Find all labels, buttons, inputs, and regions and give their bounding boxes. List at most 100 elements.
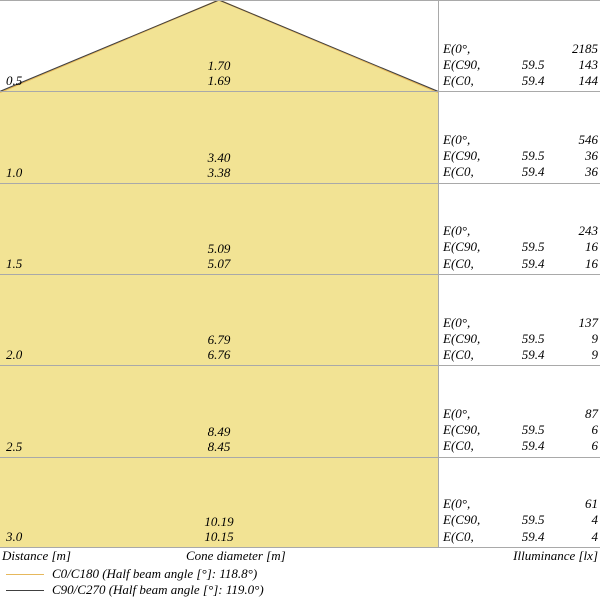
illum-line: E(C0,59.4144 (443, 73, 598, 89)
illum-name: E(C90, (443, 239, 495, 255)
illum-angle: 59.5 (509, 148, 545, 164)
cone-row: 1.03.403.38 (0, 91, 438, 182)
cone-diameter-pair: 3.403.38 (0, 151, 438, 181)
cone-row: 1.55.095.07 (0, 183, 438, 274)
illum-line: E(C0,59.416 (443, 256, 598, 272)
cone-c90: 5.09 (0, 242, 438, 257)
illum-row: E(0°, 546 E(C90, 59.5 36 E(C0, 59.4 36 (438, 91, 600, 182)
illum-name: E(C0, (443, 347, 495, 363)
cone-row: 3.010.1910.15 (0, 457, 438, 548)
cone-c0: 10.15 (0, 530, 438, 545)
cone-diameter-pair: 1.701.69 (0, 59, 438, 89)
illum-name: E(C90, (443, 512, 495, 528)
illum-value: 61 (558, 496, 598, 512)
chart-area: 0.51.701.691.03.403.381.55.095.072.06.79… (0, 0, 600, 548)
illum-angle (509, 496, 545, 512)
cone-c90: 10.19 (0, 515, 438, 530)
illum-value: 546 (558, 132, 598, 148)
illum-line: E(C0,59.44 (443, 529, 598, 545)
illum-line: E(0°, 61 (443, 496, 598, 512)
cone-diameter-pair: 5.095.07 (0, 242, 438, 272)
illum-angle: 59.5 (509, 422, 545, 438)
illum-line: E(C90, 59.5 36 (443, 148, 598, 164)
cone-c90: 3.40 (0, 151, 438, 166)
illum-name: E(C90, (443, 331, 495, 347)
illum-value: 243 (558, 223, 598, 239)
sheet: 0.51.701.691.03.403.381.55.095.072.06.79… (0, 0, 600, 600)
illum-name: E(C90, (443, 57, 495, 73)
illum-name: E(0°, (443, 132, 495, 148)
illum-value: 2185 (558, 41, 598, 57)
legend-item-c0: C0/C180 (Half beam angle [°]: 118.8°) (0, 566, 600, 582)
illum-name: E(0°, (443, 41, 495, 57)
illum-value: 137 (558, 315, 598, 331)
illum-values: E(0°, 243 E(C90, 59.5 16E(C0,59.416 (443, 223, 598, 272)
illum-line: E(C0, 59.4 9 (443, 347, 598, 363)
illum-row: E(0°, 137 E(C90, 59.5 9 E(C0, 59.4 9 (438, 274, 600, 365)
illum-angle (509, 406, 545, 422)
cone-c0: 6.76 (0, 348, 438, 363)
illum-angle: 59.4 (509, 347, 545, 363)
illum-name: E(0°, (443, 315, 495, 331)
illum-values: E(0°, 61E(C90, 59.5 4E(C0, 59.4 4 (443, 496, 598, 545)
axis-labels: Distance [m] Cone diameter [m] Illuminan… (0, 548, 600, 566)
illum-line: E(0°, 2185 (443, 41, 598, 57)
cone-c0: 3.38 (0, 166, 438, 181)
illum-line: E(C90, 59.5 143 (443, 57, 598, 73)
illum-angle: 59.5 (509, 512, 545, 528)
cone-row: 0.51.701.69 (0, 0, 438, 91)
illum-value: 36 (558, 164, 598, 180)
illum-name: E(C90, (443, 422, 495, 438)
cone-row: 2.06.796.76 (0, 274, 438, 365)
illum-values: E(0°,2185E(C90,59.5143E(C0,59.4144 (443, 41, 598, 90)
illum-name: E(0°, (443, 223, 495, 239)
axis-cone: Cone diameter [m] (186, 548, 286, 564)
illum-name: E(0°, (443, 406, 495, 422)
illum-angle: 59.4 (509, 73, 545, 89)
illum-value: 87 (558, 406, 598, 422)
illum-value: 6 (558, 422, 598, 438)
illum-values: E(0°,87E(C90,59.56E(C0,59.46 (443, 406, 598, 455)
illum-value: 9 (558, 347, 598, 363)
cone-row: 2.58.498.45 (0, 365, 438, 456)
illum-row: E(0°,87E(C90,59.56E(C0,59.46 (438, 365, 600, 456)
illum-name: E(C0, (443, 164, 495, 180)
illum-angle: 59.5 (509, 331, 545, 347)
illum-name: E(C0, (443, 256, 495, 272)
illum-value: 9 (558, 331, 598, 347)
cone-c0: 5.07 (0, 257, 438, 272)
legend-label-c0: C0/C180 (Half beam angle [°]: 118.8°) (52, 566, 257, 582)
illum-angle (509, 41, 545, 57)
illuminance-table: E(0°, 2185 E(C90, 59.5 143 E(C0, 59.4 144 E(0°, 5… (438, 0, 600, 548)
illum-value: 143 (558, 57, 598, 73)
illum-angle: 59.4 (509, 438, 545, 454)
cone-c0: 8.45 (0, 440, 438, 455)
illum-row: E(0°, 243 E(C90, 59.5 16E(C0,59.416 (438, 183, 600, 274)
illum-value: 16 (558, 256, 598, 272)
illum-name: E(0°, (443, 496, 495, 512)
illum-line: E(C90, 59.5 4 (443, 512, 598, 528)
legend-item-c90: C90/C270 (Half beam angle [°]: 119.0°) (0, 582, 600, 598)
illum-value: 16 (558, 239, 598, 255)
illum-value: 36 (558, 148, 598, 164)
illum-values: E(0°, 546 E(C90, 59.5 36 E(C0, 59.4 36 (443, 132, 598, 181)
legend-swatch-c0 (6, 574, 44, 575)
illum-angle: 59.4 (509, 164, 545, 180)
illum-angle: 59.4 (509, 529, 545, 545)
cone-diameter-pair: 6.796.76 (0, 333, 438, 363)
illum-value: 144 (558, 73, 598, 89)
illum-name: E(C0, (443, 529, 495, 545)
legend: C0/C180 (Half beam angle [°]: 118.8°) C9… (0, 566, 600, 598)
axis-distance: Distance [m] (2, 548, 71, 564)
cone-c90: 6.79 (0, 333, 438, 348)
illum-name: E(C90, (443, 148, 495, 164)
illum-angle: 59.5 (509, 239, 545, 255)
illum-line: E(C0, 59.4 36 (443, 164, 598, 180)
legend-label-c90: C90/C270 (Half beam angle [°]: 119.0°) (52, 582, 264, 598)
cone-diameter-pair: 10.1910.15 (0, 515, 438, 545)
illum-line: E(C90, 59.5 9 (443, 331, 598, 347)
illum-angle: 59.5 (509, 57, 545, 73)
illum-value: 4 (558, 512, 598, 528)
illum-row: E(0°,2185E(C90,59.5143E(C0,59.4144 (438, 0, 600, 91)
illum-angle (509, 132, 545, 148)
